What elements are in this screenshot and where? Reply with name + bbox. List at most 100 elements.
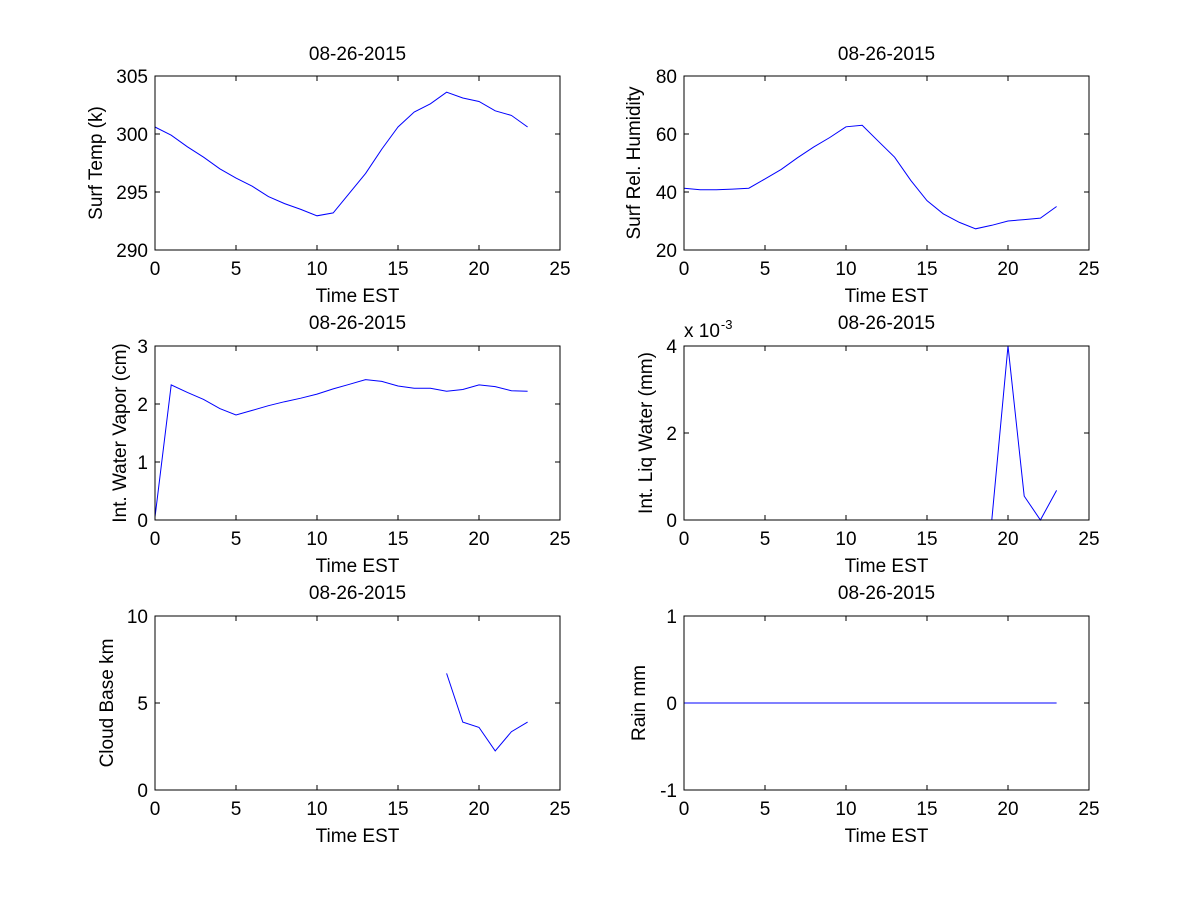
int-liq-water-y-tick-label: 0 [666,511,677,532]
rain-x-tick-label: 20 [997,799,1018,820]
surf-temp-y-tick-label: 290 [116,241,148,262]
rain-x-tick-label: 10 [835,799,856,820]
cloud-base-title: 08-26-2015 [309,583,406,604]
surf-temp-x-tick-label: 5 [231,259,242,280]
int-liq-water-y-tick-label: 2 [666,424,677,445]
surf-rel-humidity-series-line [683,124,1057,230]
surf-temp-ticks: 0 5 10 15 20 25 290 295 300 305 [116,67,570,280]
int-water-vapor-y-tick-label: 3 [137,337,148,358]
int-liq-water-axes-box [683,345,1090,521]
cloud-base-series-line [446,673,528,752]
surf-rel-humidity-axes-box [683,75,1090,251]
int-liq-water-exponent-power: -3 [721,317,733,332]
int-water-vapor-series-line [154,379,528,518]
surf-temp-x-tick-label: 10 [306,259,327,280]
surf-rel-humidity-title: 08-26-2015 [838,44,935,65]
int-water-vapor-y-axis-label: Int. Water Vapor (cm) [110,343,131,522]
int-liq-water-y-tick-label: 4 [666,337,677,358]
surf-temp-panel: 08-26-2015 Surf Temp (k) Time EST 0 5 10 15… [86,44,571,307]
rain-y-tick-label: -1 [660,781,677,802]
surf-temp-axes-box [154,75,561,251]
int-water-vapor-ticks: 0 5 10 15 20 25 0 1 2 3 [137,337,570,550]
cloud-base-x-tick-label: 10 [306,799,327,820]
rain-x-tick-label: 25 [1078,799,1099,820]
cloud-base-y-tick-label: 0 [137,781,148,802]
int-water-vapor-title: 08-26-2015 [309,313,406,334]
int-water-vapor-axes-box [154,345,561,521]
cloud-base-ticks: 0 5 10 15 20 25 0 5 10 [127,607,571,820]
surf-rel-humidity-y-tick-label: 60 [656,125,677,146]
surf-rel-humidity-y-axis-label: Surf Rel. Humidity [624,86,645,240]
int-water-vapor-y-tick-label: 2 [137,395,148,416]
int-liq-water-x-tick-label: 25 [1078,529,1099,550]
rain-x-axis-label: Time EST [845,826,929,847]
int-water-vapor-x-tick-label: 5 [231,529,242,550]
cloud-base-y-axis-label: Cloud Base km [97,639,118,768]
int-water-vapor-x-tick-label: 25 [549,529,570,550]
surf-rel-humidity-x-axis-label: Time EST [845,286,929,307]
surf-temp-series-line [154,91,528,217]
cloud-base-x-tick-label: 0 [150,799,161,820]
surf-temp-y-tick-label: 295 [116,183,148,204]
cloud-base-x-axis-label: Time EST [316,826,400,847]
int-liq-water-panel: 08-26-2015 x 10-3 Int. Liq Water (mm) Ti… [636,313,1100,577]
rain-ticks: 0 5 10 15 20 25-101 [660,607,1099,820]
surf-rel-humidity-panel: 08-26-2015 Surf Rel. Humidity Time EST 0… [624,44,1100,307]
surf-rel-humidity-x-tick-label: 20 [997,259,1018,280]
surf-rel-humidity-y-tick-label: 20 [656,241,677,262]
int-liq-water-x-tick-label: 20 [997,529,1018,550]
int-water-vapor-x-tick-label: 15 [387,529,408,550]
int-water-vapor-y-tick-label: 0 [137,511,148,532]
cloud-base-axes-box [154,615,561,791]
rain-y-axis-label: Rain mm [629,665,650,741]
int-water-vapor-x-tick-label: 20 [468,529,489,550]
cloud-base-x-tick-label: 5 [231,799,242,820]
int-liq-water-x-axis-label: Time EST [845,556,929,577]
surf-temp-x-tick-label: 15 [387,259,408,280]
int-liq-water-x-tick-label: 15 [916,529,937,550]
int-liq-water-x-tick-label: 5 [760,529,771,550]
int-liq-water-x-tick-label: 10 [835,529,856,550]
int-liq-water-x-tick-label: 0 [679,529,690,550]
surf-rel-humidity-y-tick-label: 40 [656,183,677,204]
surf-rel-humidity-x-tick-label: 5 [760,259,771,280]
cloud-base-y-tick-label: 10 [127,607,148,628]
rain-y-tick-label: 0 [666,694,677,715]
int-liq-water-series-line [991,345,1058,521]
rain-x-tick-label: 0 [679,799,690,820]
int-liq-water-y-axis-label: Int. Liq Water (mm) [636,352,657,514]
surf-temp-x-tick-label: 20 [468,259,489,280]
surf-rel-humidity-ticks: 0 5 10 15 20 25 20 40 60 80 [656,67,1100,280]
int-water-vapor-y-tick-label: 1 [137,453,148,474]
rain-title: 08-26-2015 [838,583,935,604]
int-liq-water-exponent-label: x 10-3 [684,317,732,342]
rain-axes-box [683,615,1090,791]
surf-temp-x-tick-label: 0 [150,259,161,280]
surf-temp-y-tick-label: 305 [116,67,148,88]
surf-rel-humidity-x-tick-label: 25 [1078,259,1099,280]
rain-y-tick-label: 1 [666,607,677,628]
surf-temp-y-axis-label: Surf Temp (k) [86,106,107,220]
rain-x-tick-label: 15 [916,799,937,820]
cloud-base-panel: 08-26-2015 Cloud Base km Time EST 0 5 10 15… [97,583,571,847]
surf-temp-x-tick-label: 25 [549,259,570,280]
surf-rel-humidity-x-tick-label: 0 [679,259,690,280]
surf-rel-humidity-y-tick-label: 80 [656,67,677,88]
cloud-base-y-tick-label: 5 [137,694,148,715]
int-water-vapor-panel: 08-26-2015 Int. Water Vapor (cm) Time ES… [110,313,571,577]
surf-temp-x-axis-label: Time EST [316,286,400,307]
cloud-base-x-tick-label: 15 [387,799,408,820]
cloud-base-x-tick-label: 25 [549,799,570,820]
int-water-vapor-x-tick-label: 10 [306,529,327,550]
int-water-vapor-x-axis-label: Time EST [316,556,400,577]
surf-rel-humidity-x-tick-label: 10 [835,259,856,280]
int-liq-water-exponent-base: x 10 [684,321,720,342]
int-water-vapor-x-tick-label: 0 [150,529,161,550]
int-liq-water-title: 08-26-2015 [838,313,935,334]
surf-temp-y-tick-label: 300 [116,125,148,146]
rain-x-tick-label: 5 [760,799,771,820]
surf-rel-humidity-x-tick-label: 15 [916,259,937,280]
surf-temp-title: 08-26-2015 [309,44,406,65]
